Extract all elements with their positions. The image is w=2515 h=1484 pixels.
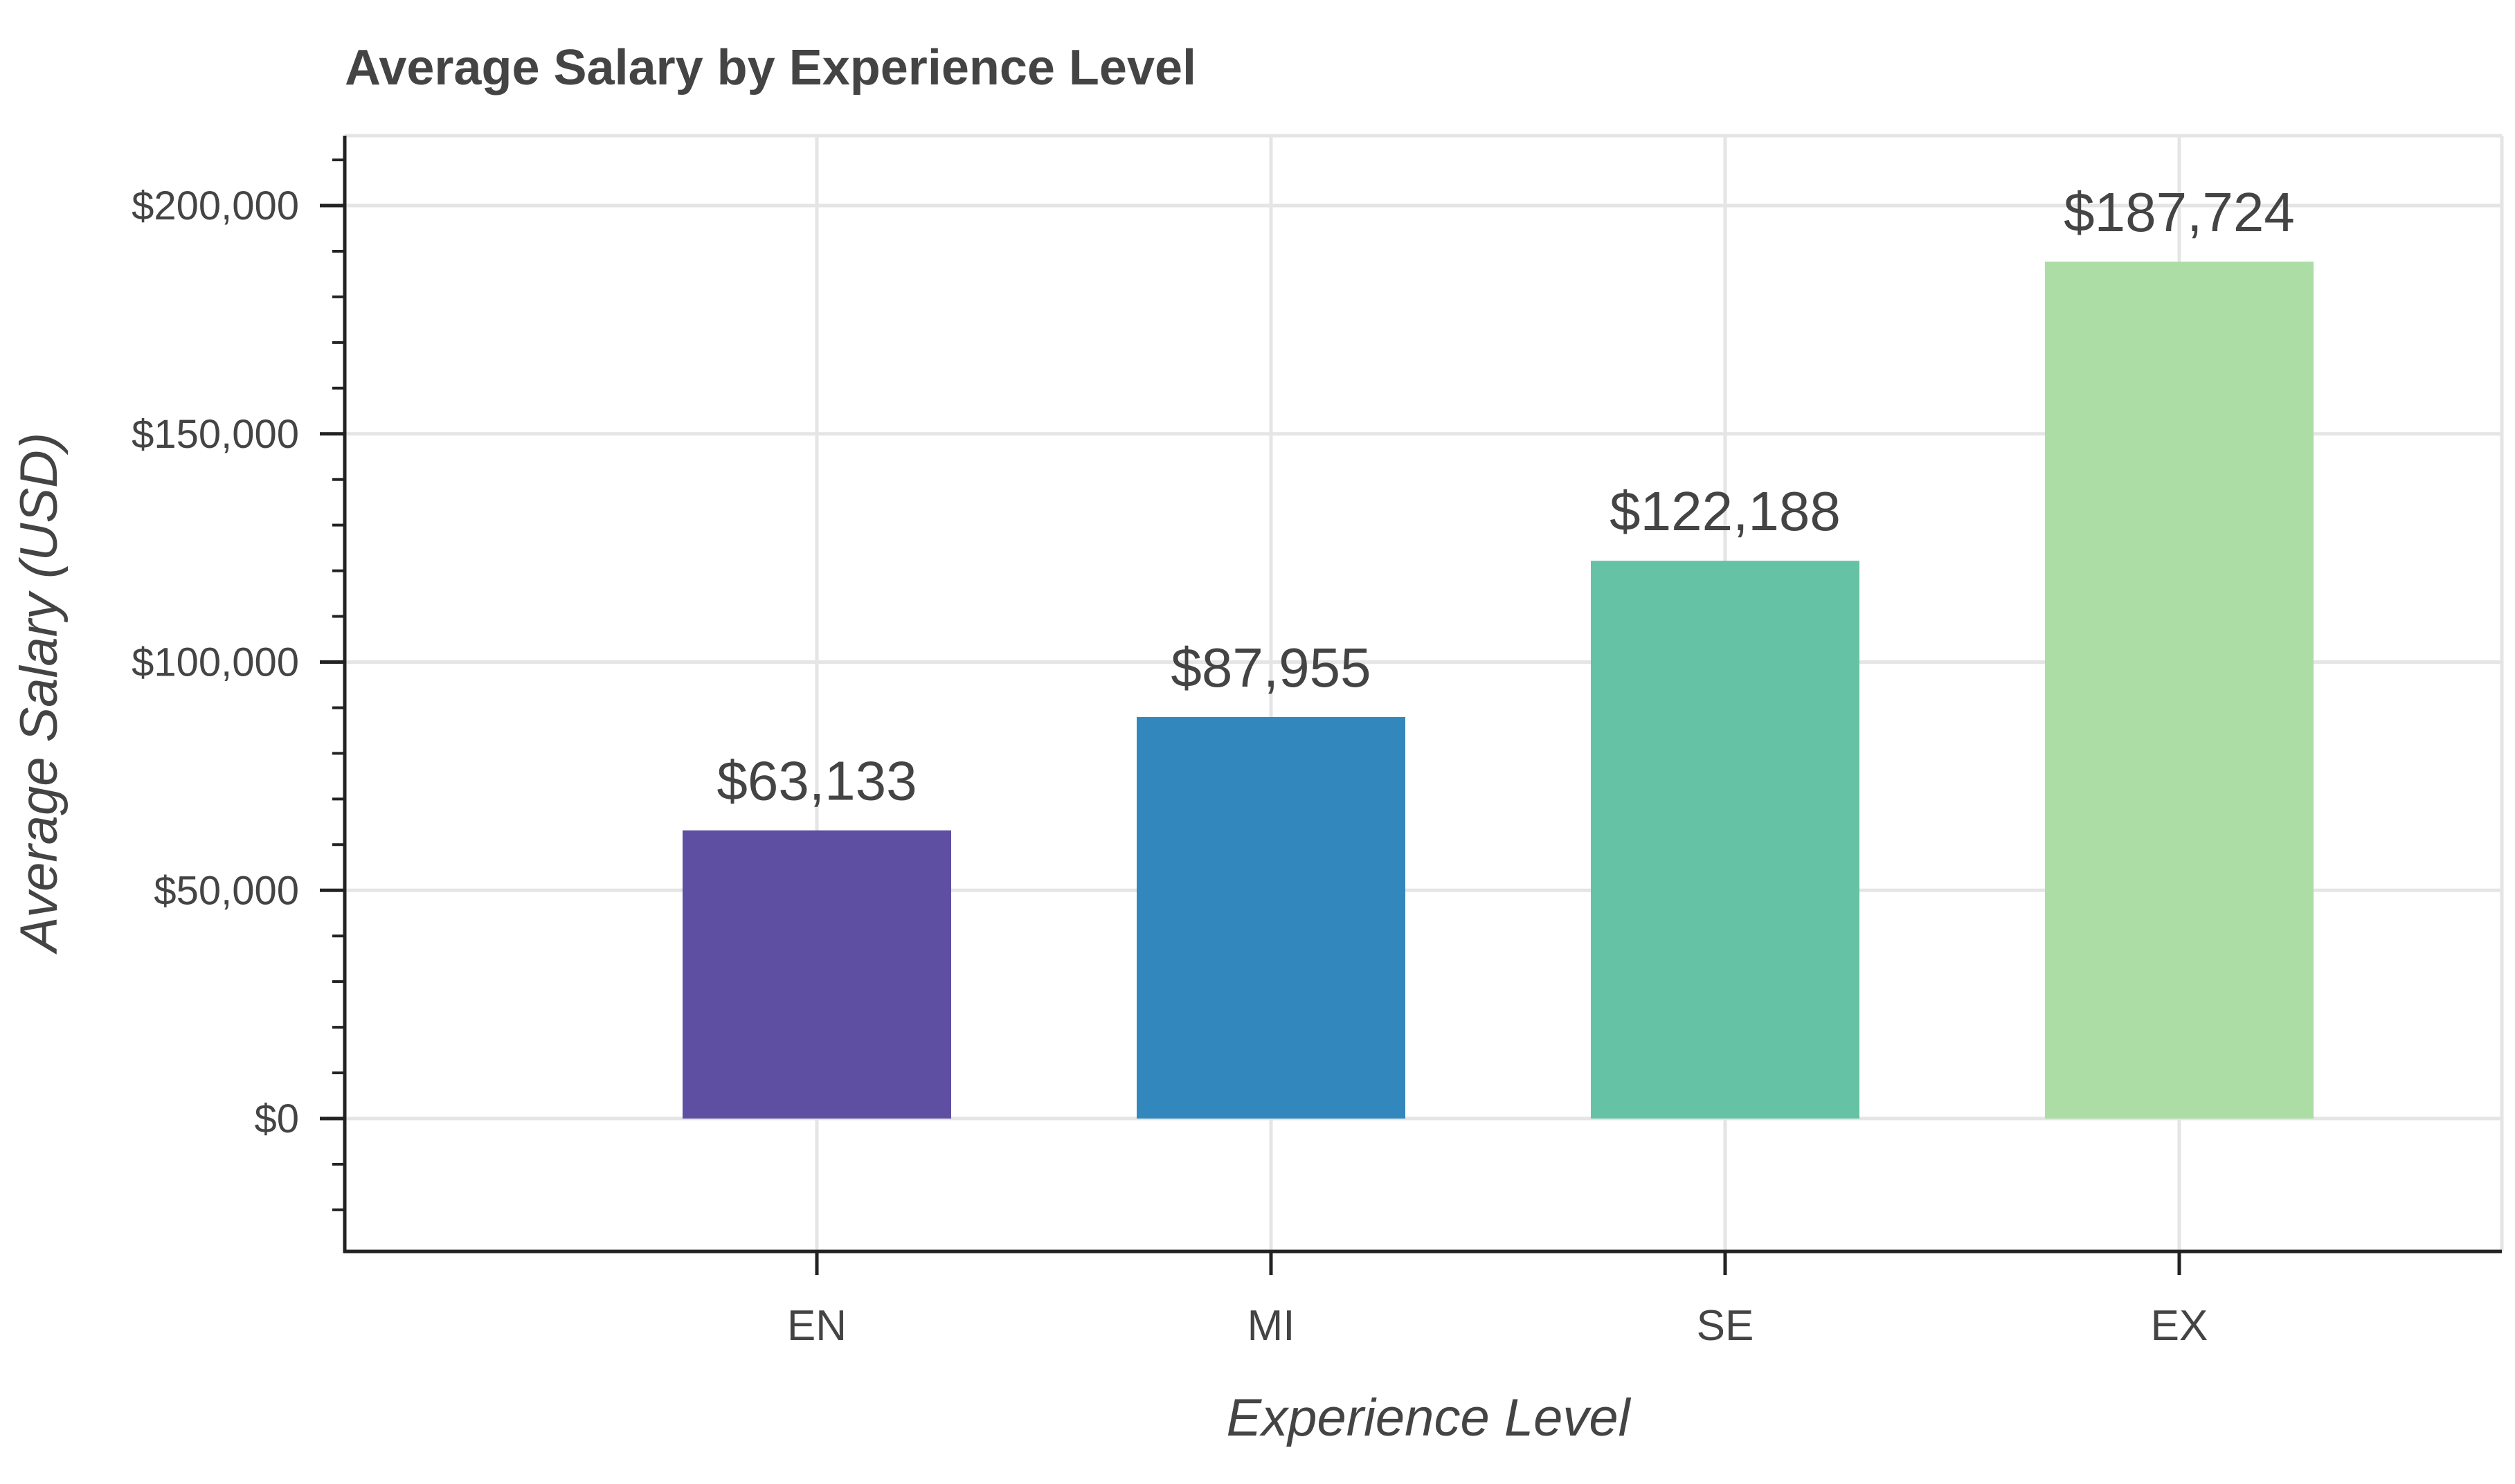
x-tick-label-ex: EX — [2151, 1302, 2208, 1350]
labels: $0 $50,000 $100,000 $150,000 $200,000 $63,133… — [132, 181, 2295, 1350]
bar-value-label: $63,133 — [716, 750, 917, 812]
bars — [683, 261, 2314, 1119]
bar-se — [1591, 561, 1859, 1119]
x-axis-title: Experience Level — [1226, 1388, 1631, 1447]
y-tick-label: $150,000 — [132, 412, 299, 457]
bar-mi — [1137, 716, 1405, 1119]
y-tick-label: $50,000 — [154, 868, 299, 913]
bar-ex — [2045, 261, 2314, 1119]
chart-title: Average Salary by Experience Level — [345, 40, 1196, 96]
x-tick-label-se: SE — [1697, 1302, 1754, 1350]
bar-value-label: $87,955 — [1171, 637, 1371, 698]
x-tick-label-mi: MI — [1247, 1302, 1295, 1350]
y-tick-label: $0 — [254, 1096, 299, 1141]
bar-value-label: $187,724 — [2064, 181, 2295, 243]
y-tick-label: $200,000 — [132, 183, 299, 228]
y-axis-title: Average Salary (USD) — [10, 433, 69, 954]
x-tick-label-en: EN — [787, 1302, 847, 1350]
bar-en — [683, 830, 951, 1119]
axes — [320, 136, 2502, 1275]
y-tick-label: $100,000 — [132, 640, 299, 685]
bar-value-label: $122,188 — [1610, 480, 1841, 542]
